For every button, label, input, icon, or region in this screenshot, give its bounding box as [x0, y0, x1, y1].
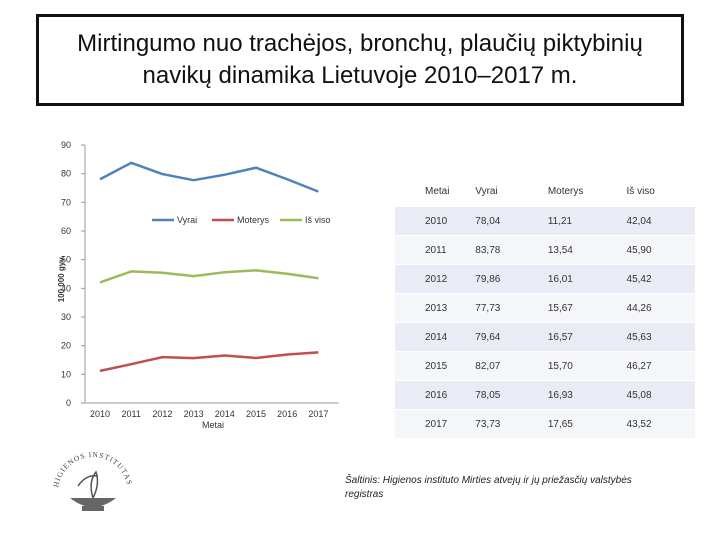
- table-cell: 11,21: [541, 206, 621, 236]
- table-row: 2013 77,73 15,67 44,26: [395, 293, 695, 323]
- x-tick-label: 2010: [90, 409, 110, 419]
- x-tick-label: 2012: [152, 409, 172, 419]
- x-tick-label: 2017: [308, 409, 328, 419]
- series-line: [99, 269, 319, 284]
- table-cell: 2016: [395, 380, 470, 410]
- table-cell: 45,42: [620, 264, 695, 294]
- y-tick-label: 50: [61, 255, 71, 265]
- y-tick-label: 60: [61, 226, 71, 236]
- y-tick-label: 40: [61, 283, 71, 293]
- table-row: 2012 79,86 16,01 45,42: [395, 264, 695, 294]
- y-tick-label: 70: [61, 197, 71, 207]
- svg-text:HIGIENOS INSTITUTAS: HIGIENOS INSTITUTAS: [51, 450, 134, 488]
- table-cell: 16,57: [541, 322, 621, 352]
- table-cell: 77,73: [469, 293, 542, 323]
- table-cell: 73,73: [469, 409, 542, 439]
- table-cell: 17,65: [541, 409, 621, 439]
- table-header-row: Metai Vyrai Moterys Iš viso: [395, 176, 695, 207]
- logo-text: HIGIENOS INSTITUTAS: [51, 450, 133, 488]
- table-cell: 44,26: [620, 293, 695, 323]
- table-cell: 78,05: [469, 380, 542, 410]
- table-row: 2017 73,73 17,65 43,52: [395, 409, 695, 439]
- table-cell: 78,04: [469, 206, 542, 236]
- y-axis-label: 100 000 gyv.: [57, 256, 66, 303]
- y-tick-label: 80: [61, 169, 71, 179]
- table-cell: 15,70: [541, 351, 621, 381]
- table-header-cell: Iš viso: [620, 176, 695, 207]
- table-cell: 46,27: [620, 351, 695, 381]
- table-cell: 79,64: [469, 322, 542, 352]
- x-tick-label: 2014: [215, 409, 235, 419]
- table-cell: 2012: [395, 264, 470, 294]
- x-axis-label: Metai: [202, 420, 224, 430]
- table-cell: 2011: [395, 235, 470, 265]
- table-header-cell: Metai: [395, 176, 470, 207]
- table-row: 2014 79,64 16,57 45,63: [395, 322, 695, 352]
- table-cell: 43,52: [620, 409, 695, 439]
- legend-label: Moterys: [237, 215, 270, 225]
- table-cell: 15,67: [541, 293, 621, 323]
- table-row: 2011 83,78 13,54 45,90: [395, 235, 695, 265]
- data-table: Metai Vyrai Moterys Iš viso 2010 78,04 11,21 4…: [395, 176, 695, 439]
- table-cell: 82,07: [469, 351, 542, 381]
- table-cell: 2017: [395, 409, 470, 439]
- institute-logo: HIGIENOS INSTITUTAS: [51, 450, 134, 511]
- source-note: Šaltinis: Higienos instituto Mirties atv…: [345, 475, 632, 500]
- table-cell: 83,78: [469, 235, 542, 265]
- table-cell: 79,86: [469, 264, 542, 294]
- x-tick-label: 2016: [277, 409, 297, 419]
- table-body: 2010 78,04 11,21 42,04 2011 83,78 13,54 45,90 20…: [395, 206, 695, 439]
- table-cell: 2013: [395, 293, 470, 323]
- table-header-cell: Moterys: [541, 176, 621, 207]
- x-tick-label: 2011: [122, 409, 141, 419]
- table-cell: 2010: [395, 206, 470, 236]
- table-row: 2010 78,04 11,21 42,04: [395, 206, 695, 236]
- legend-label: Iš viso: [305, 215, 331, 225]
- y-tick-label: 90: [61, 140, 71, 150]
- y-tick-label: 0: [66, 398, 71, 408]
- table-row: 2016 78,05 16,93 45,08: [395, 380, 695, 410]
- series-line: [99, 351, 319, 373]
- series-line: [99, 161, 319, 193]
- line-chart: 0 10 20 30 40 50 60 70 80 90 100 000 gyv. 2010 2011 2…: [57, 140, 339, 430]
- table-cell: 42,04: [620, 206, 695, 236]
- table-cell: 45,63: [620, 322, 695, 352]
- table-row: 2015 82,07 15,70 46,27: [395, 351, 695, 381]
- table-cell: 2015: [395, 351, 470, 381]
- table-header-cell: Vyrai: [469, 176, 542, 207]
- table-cell: 13,54: [541, 235, 621, 265]
- x-tick-label: 2013: [184, 409, 204, 419]
- slide-title: Mirtingumo nuo trachėjos, bronchų, plauč…: [77, 30, 643, 89]
- legend-label: Vyrai: [177, 215, 197, 225]
- y-tick-label: 10: [61, 369, 71, 379]
- table-cell: 16,01: [541, 264, 621, 294]
- y-tick-label: 20: [61, 341, 71, 351]
- title-box: Mirtingumo nuo trachėjos, bronchų, plauč…: [36, 14, 684, 106]
- table-cell: 2014: [395, 322, 470, 352]
- y-tick-label: 30: [61, 312, 71, 322]
- table-cell: 45,90: [620, 235, 695, 265]
- x-tick-label: 2015: [246, 409, 266, 419]
- table-cell: 45,08: [620, 380, 695, 410]
- table-cell: 16,93: [541, 380, 621, 410]
